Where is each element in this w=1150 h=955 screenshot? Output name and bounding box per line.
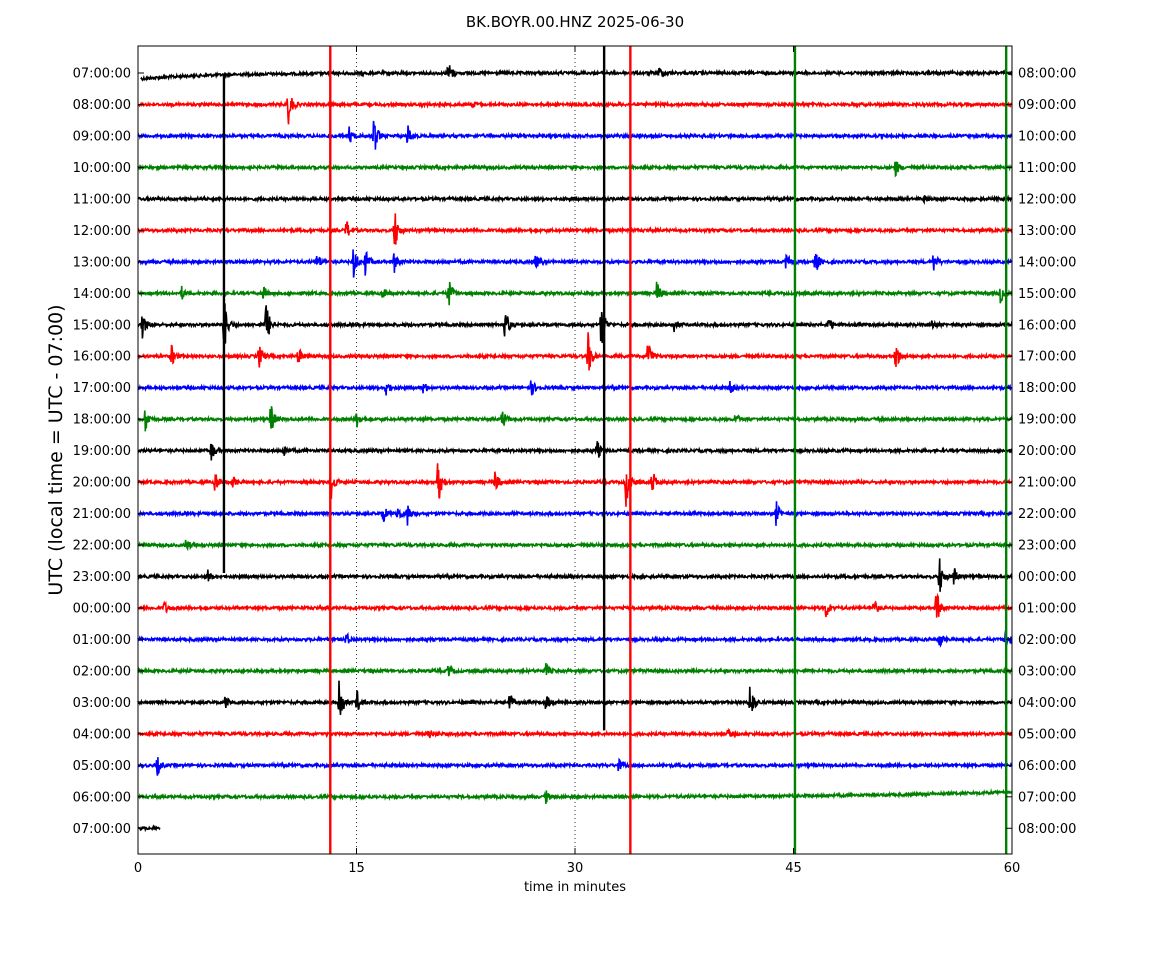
y-tick-label-right: 20:00:00 [1018,444,1076,459]
y-tick-label-right: 09:00:00 [1018,98,1076,113]
trace-line [137,680,1013,715]
y-tick-label-left: 19:00:00 [73,444,131,459]
y-tick-label-left: 08:00:00 [73,98,131,113]
y-tick-label-right: 02:00:00 [1018,633,1076,648]
y-tick-label-left: 12:00:00 [73,224,131,239]
x-tick-label: 0 [134,861,142,876]
trace-line [137,194,1013,205]
trace-line [137,281,1013,306]
trace-line [137,727,1013,739]
y-tick-label-right: 16:00:00 [1018,318,1076,333]
y-tick-label-left: 00:00:00 [73,601,131,616]
y-tick-label-left: 05:00:00 [73,759,131,774]
y-tick-label-left: 18:00:00 [73,413,131,428]
y-tick-label-right: 18:00:00 [1018,381,1076,396]
y-tick-label-left: 20:00:00 [73,476,131,491]
trace-line [137,120,1013,150]
trace-line [137,630,1013,648]
y-tick-label-left: 15:00:00 [73,318,131,333]
y-tick-label-left: 04:00:00 [73,727,131,742]
trace-line [137,332,1013,371]
trace-line [137,249,1013,278]
trace-line [137,213,1013,245]
y-axis-label: UTC (local time = UTC - 07:00) [45,304,67,595]
trace-line [137,98,1013,125]
trace-line [140,65,1013,82]
y-tick-label-right: 06:00:00 [1018,759,1076,774]
y-tick-label-left: 09:00:00 [73,129,131,144]
trace-line [137,441,1013,461]
trace-line [137,463,1013,507]
y-tick-label-left: 16:00:00 [73,350,131,365]
x-tick-label: 15 [348,861,365,876]
y-tick-label-right: 08:00:00 [1018,67,1076,82]
y-tick-label-left: 01:00:00 [73,633,131,648]
y-tick-label-right: 01:00:00 [1018,601,1076,616]
y-tick-label-right: 04:00:00 [1018,696,1076,711]
y-tick-label-right: 23:00:00 [1018,539,1076,554]
y-tick-label-right: 03:00:00 [1018,664,1076,679]
trace-line [137,303,1013,344]
y-tick-label-left: 11:00:00 [73,192,131,207]
y-tick-label-right: 17:00:00 [1018,350,1076,365]
y-tick-label-left: 21:00:00 [73,507,131,522]
y-tick-label-left: 06:00:00 [73,790,131,805]
y-tick-label-right: 05:00:00 [1018,727,1076,742]
y-tick-label-right: 08:00:00 [1018,822,1076,837]
y-tick-label-left: 14:00:00 [73,287,131,302]
y-tick-label-left: 07:00:00 [73,822,131,837]
y-tick-label-right: 19:00:00 [1018,413,1076,428]
y-tick-label-left: 22:00:00 [73,539,131,554]
y-tick-label-right: 21:00:00 [1018,476,1076,491]
trace-line [137,824,161,833]
x-tick-label: 45 [785,861,802,876]
y-tick-label-left: 07:00:00 [73,67,131,82]
x-tick-label: 30 [567,861,584,876]
transient-layer [222,46,1008,854]
trace-line [137,592,1013,618]
y-tick-label-right: 12:00:00 [1018,192,1076,207]
trace-layer [137,65,1013,833]
y-tick-label-left: 23:00:00 [73,570,131,585]
chart-title: BK.BOYR.00.HNZ 2025-06-30 [466,13,684,31]
trace-line [137,406,1013,432]
y-tick-label-left: 02:00:00 [73,664,131,679]
tick-layer: 0 15 30 45 60 07:00:00 08:00:00 09:00:00 10:00:0… [73,46,1076,876]
y-tick-label-right: 11:00:00 [1018,161,1076,176]
trace-line [137,501,1013,526]
trace-line [137,662,1013,677]
trace-line [137,558,1013,592]
y-tick-label-right: 10:00:00 [1018,129,1076,144]
trace-line [137,380,1013,396]
y-tick-label-right: 22:00:00 [1018,507,1076,522]
y-tick-label-left: 13:00:00 [73,255,131,270]
y-tick-label-right: 00:00:00 [1018,570,1076,585]
x-tick-label: 60 [1004,861,1021,876]
y-tick-label-left: 10:00:00 [73,161,131,176]
x-axis-label: time in minutes [524,880,626,895]
y-tick-label-right: 13:00:00 [1018,224,1076,239]
trace-line [137,161,1013,178]
y-tick-label-right: 14:00:00 [1018,255,1076,270]
y-tick-label-left: 03:00:00 [73,696,131,711]
y-tick-label-right: 07:00:00 [1018,790,1076,805]
trace-line [137,757,1013,776]
y-tick-label-right: 15:00:00 [1018,287,1076,302]
trace-line [137,788,1013,804]
y-tick-label-left: 17:00:00 [73,381,131,396]
trace-line [137,539,1013,552]
